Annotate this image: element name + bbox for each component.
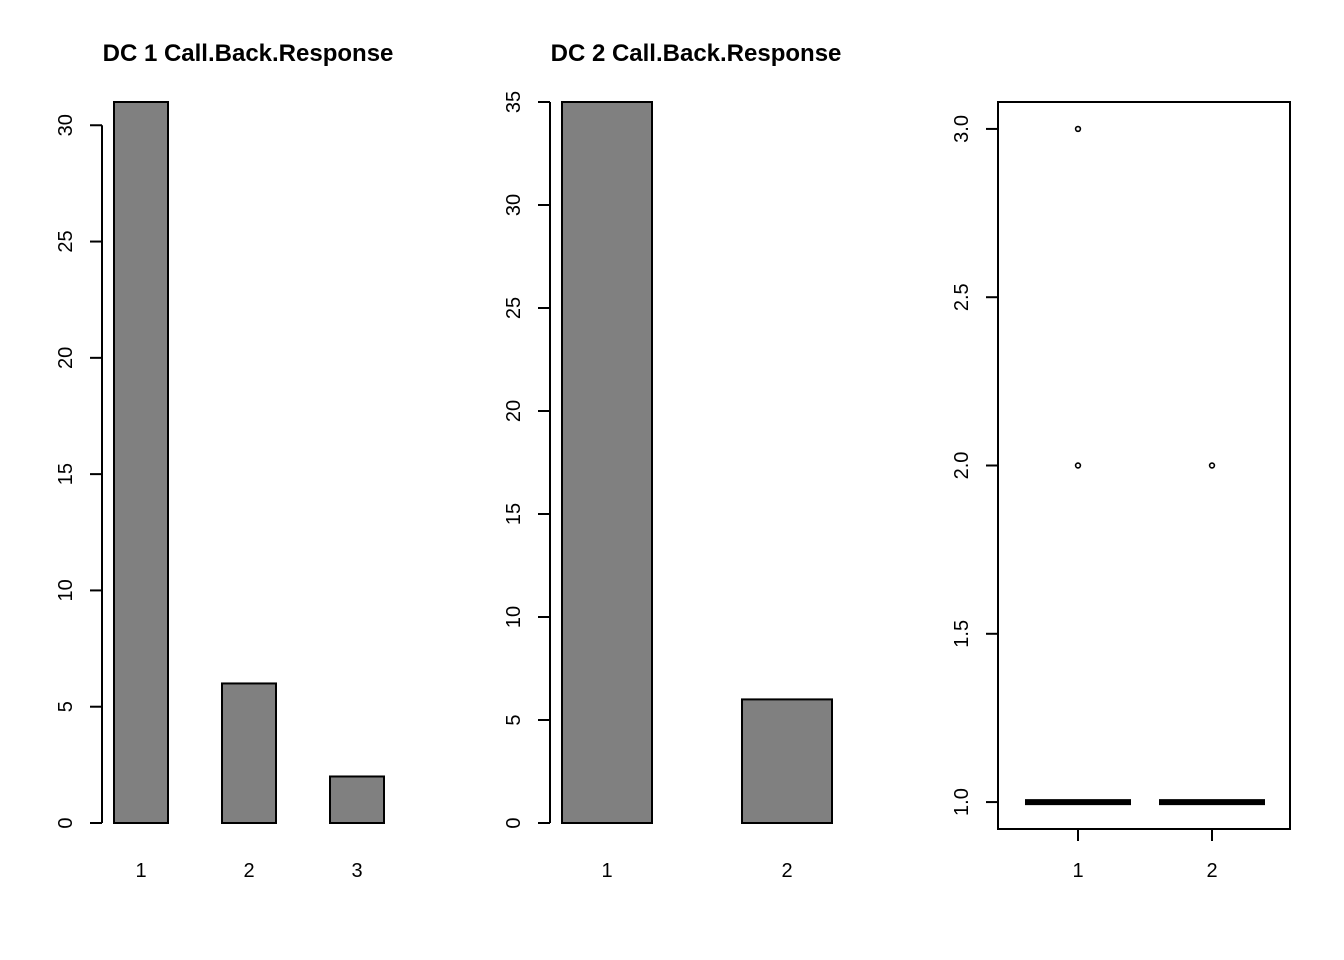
- panel-1-y-tick-label: 0: [55, 817, 77, 828]
- panel-1-bar-1: [113, 101, 169, 824]
- panel-2-y-tick-label: 15: [503, 503, 525, 525]
- panel-3-y-tick-label: 1.5: [951, 620, 973, 648]
- panel-dc2-barplot: DC 2 Call.Back.Response 0 5 10 15 20 25 30 35 1…: [503, 40, 841, 882]
- panel-1-bar-3: [329, 775, 385, 825]
- panel-2-y-tick-label: 5: [503, 714, 525, 725]
- panel-2-title: DC 2 Call.Back.Response: [551, 40, 842, 67]
- panel-1-y-tick-label: 5: [55, 701, 77, 712]
- panel-1-bar-2: [221, 682, 277, 824]
- panel-3-x-tick-label: 1: [1072, 860, 1083, 882]
- panel-3-outlier-point: [1074, 125, 1082, 133]
- panel-2-y-tick-label: 20: [503, 400, 525, 422]
- panel-1-y-tick-label: 15: [55, 463, 77, 485]
- panel-2-y-tick-label: 25: [503, 297, 525, 319]
- panel-1-x-tick-label: 1: [135, 860, 146, 882]
- panel-3-plot-frame: [997, 101, 1291, 830]
- panel-1-title: DC 1 Call.Back.Response: [103, 40, 394, 67]
- panel-2-y-tick-label: 35: [503, 91, 525, 113]
- panel-1-y-tick-label: 25: [55, 230, 77, 252]
- panel-3-y-tick-label: 1.0: [951, 788, 973, 816]
- panel-2-bar-2: [741, 698, 833, 825]
- panel-3-outlier-point: [1074, 462, 1082, 469]
- panel-1-x-tick-label: 3: [351, 860, 362, 882]
- panel-3-outlier-point: [1208, 462, 1216, 469]
- panel-3-y-axis: 1.0 1.5 2.0 2.5 3.0: [951, 115, 999, 816]
- panel-2-y-tick-label: 0: [503, 817, 525, 828]
- panel-1-y-tick-label: 30: [55, 114, 77, 136]
- panel-3-x-tick-label: 2: [1206, 860, 1217, 882]
- panel-2-bars: [561, 101, 833, 825]
- panel-2-y-tick-label: 30: [503, 194, 525, 216]
- panel-1-y-axis: 0 5 10 15 20 25 30: [55, 114, 103, 829]
- panel-3-y-tick-label: 3.0: [951, 115, 973, 143]
- panel-2-y-tick-label: 10: [503, 606, 525, 628]
- panel-1-y-tick-label: 10: [55, 579, 77, 601]
- panel-1-x-tick-label: 2: [243, 860, 254, 882]
- panel-3-y-tick-label: 2.5: [951, 283, 973, 311]
- panel-1-y-tick-label: 20: [55, 347, 77, 369]
- panel-3-y-tick-label: 2.0: [951, 452, 973, 480]
- panel-3-boxes: [1025, 125, 1265, 806]
- panel-2-x-tick-label: 2: [781, 860, 792, 882]
- panel-2-y-axis: 0 5 10 15 20 25 30 35: [503, 91, 551, 829]
- panel-1-x-labels: 1 2 3: [135, 860, 362, 882]
- panel-2-bar-1: [561, 101, 653, 824]
- panel-1-bars: [113, 101, 385, 825]
- panel-dc1-barplot: DC 1 Call.Back.Response 0 5 10 15 20 25 30 1 2 3: [55, 40, 393, 882]
- panel-2-x-tick-label: 1: [601, 860, 612, 882]
